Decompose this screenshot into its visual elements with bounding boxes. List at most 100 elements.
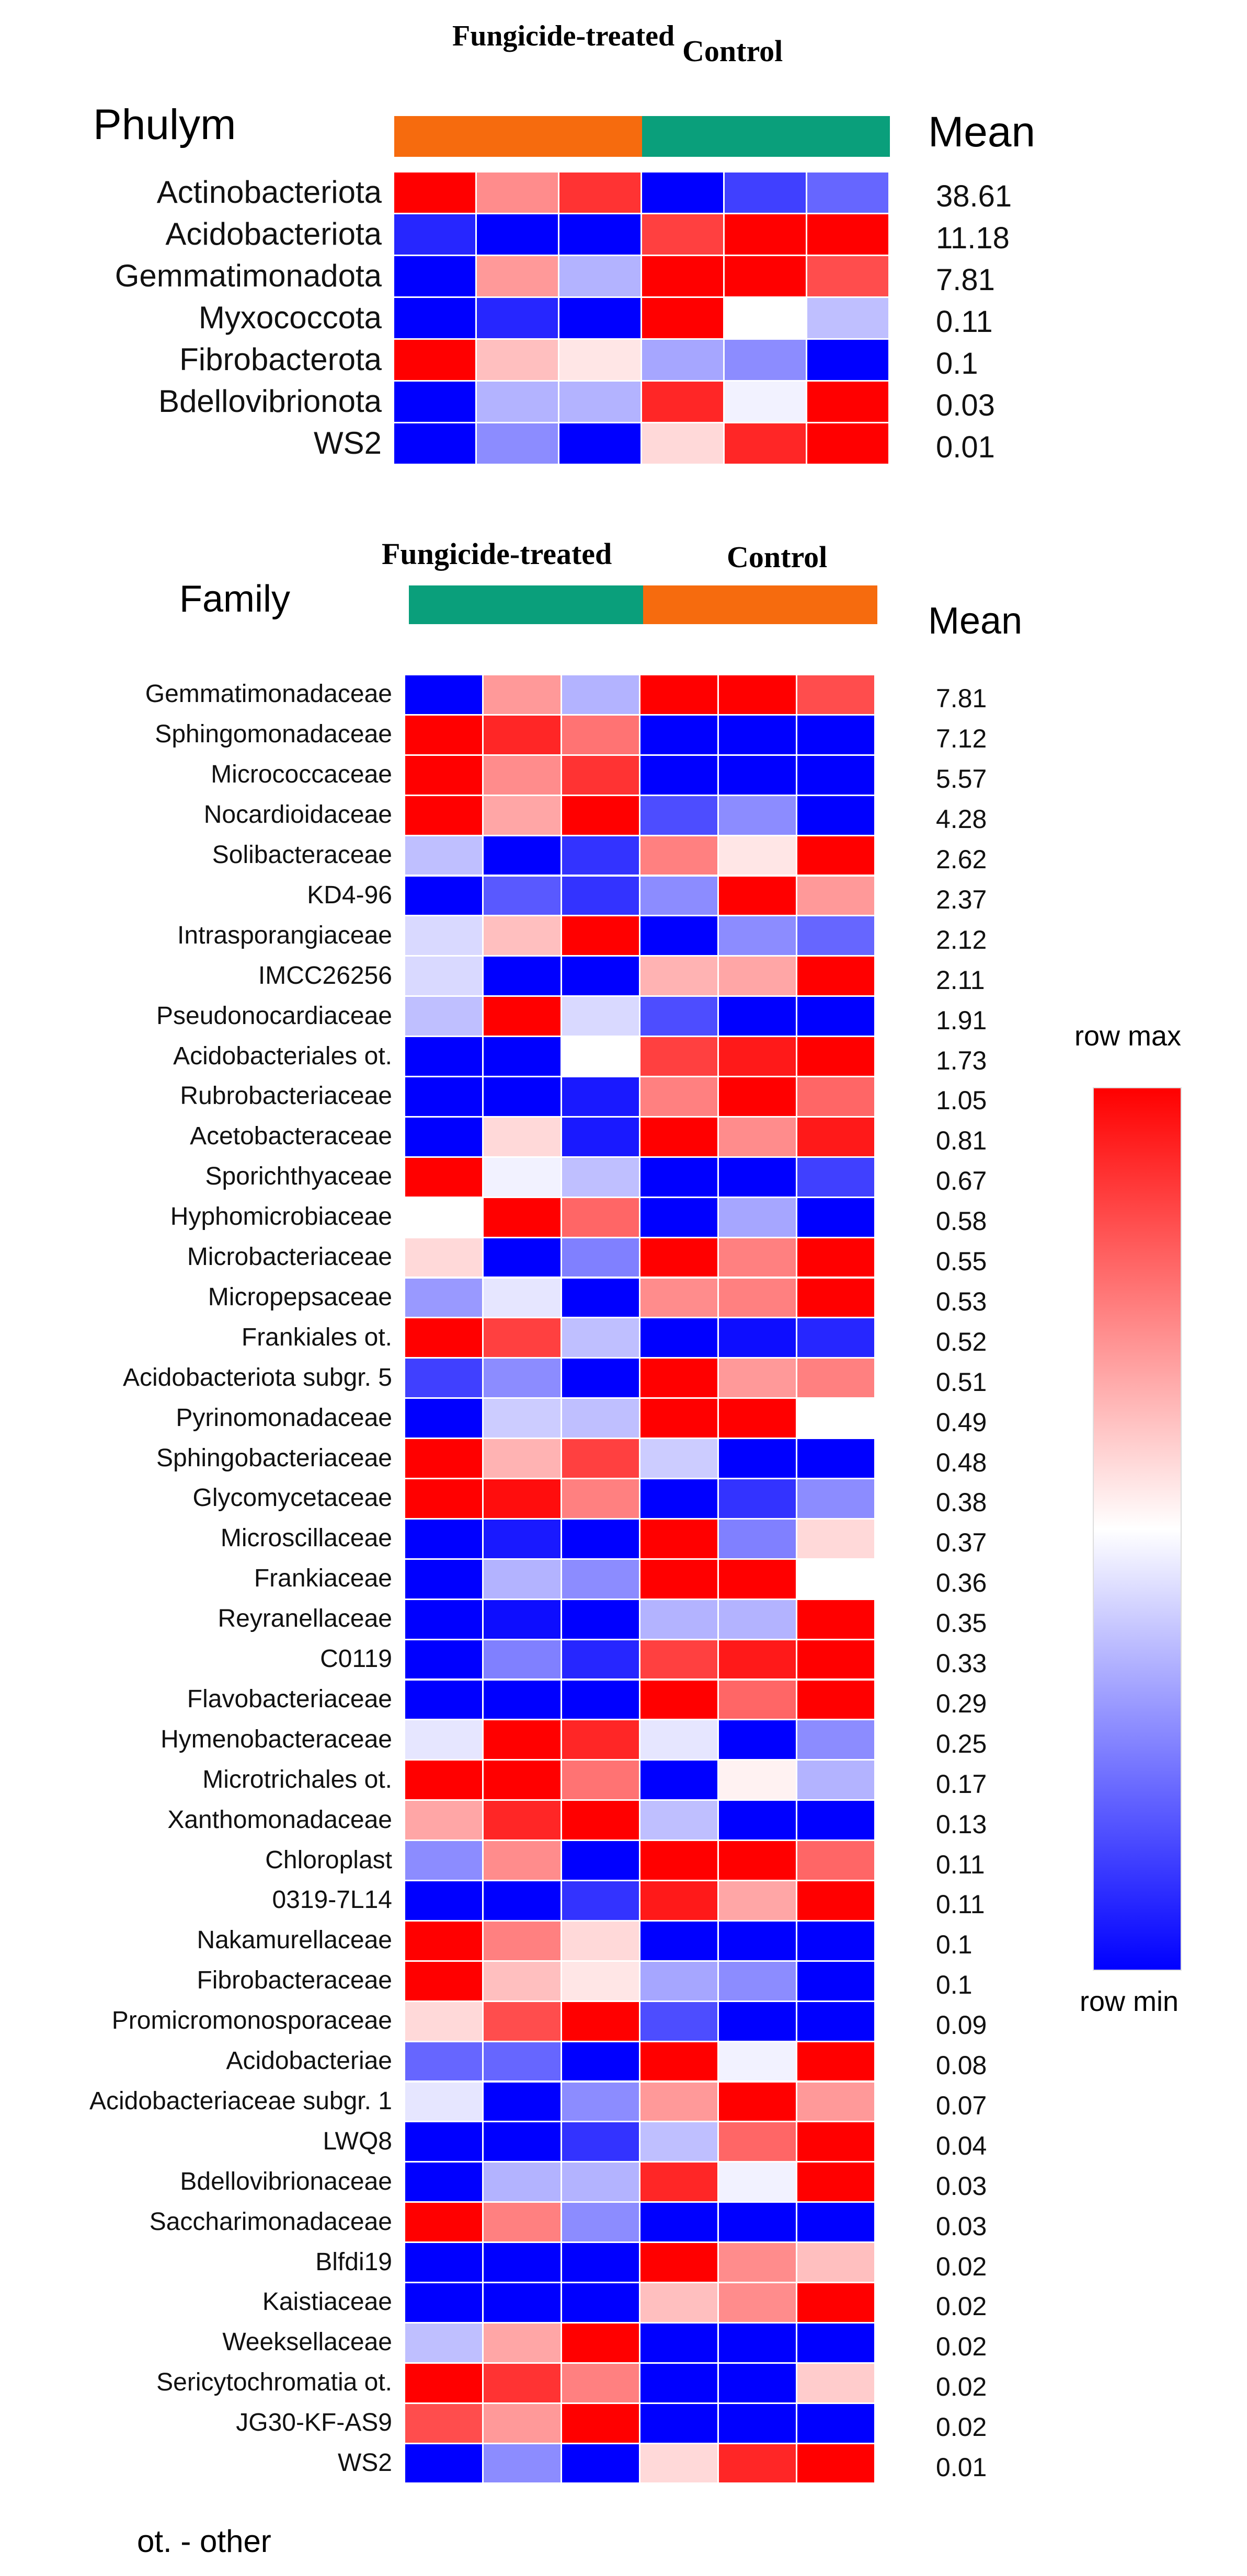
heatmap-cell-saccharimonadaceae-4 <box>640 2203 719 2244</box>
heatmap-cell-hyphomicrobiaceae-4 <box>640 1198 719 1238</box>
family-fungicide-bar <box>409 585 643 624</box>
heatmap-cell-weeksellaceae-3 <box>562 2323 640 2364</box>
heatmap-cell-saccharimonadaceae-3 <box>562 2203 640 2244</box>
heatmap-cell-weeksellaceae-4 <box>640 2323 719 2364</box>
phylum-control-bar <box>642 116 890 157</box>
heatmap-cell-pseudonocardiaceae-6 <box>797 997 876 1038</box>
mean-value-flavobacteriaceae: 0.29 <box>936 1688 987 1718</box>
heatmap-cell-chloroplast-2 <box>484 1841 562 1881</box>
mean-value-acidobacteriae: 0.08 <box>936 2051 987 2080</box>
heatmap-cell-gemmatimonadaceae-2 <box>484 675 562 716</box>
heatmap-cell-lwq8-6 <box>797 2122 876 2163</box>
heatmap-cell-promicromonosporaceae-1 <box>405 2002 484 2042</box>
heatmap-cell-reyranellaceae-1 <box>405 1600 484 1640</box>
heatmap-cell-bdellovibrionaceae-6 <box>797 2163 876 2203</box>
heatmap-cell-microtrichales-ot-5 <box>719 1761 797 1801</box>
mean-value-frankiaceae: 0.36 <box>936 1568 987 1598</box>
heatmap-cell-kaistiaceae-3 <box>562 2283 640 2324</box>
heatmap-cell-sphingomonadaceae-1 <box>405 715 484 756</box>
heatmap-cell-ws2-6 <box>797 2444 876 2485</box>
row-label-c0119: C0119 <box>320 1645 392 1673</box>
heatmap-cell-glycomycetaceae-5 <box>719 1479 797 1520</box>
heatmap-cell-intrasporangiaceae-6 <box>797 916 876 957</box>
mean-value-actinobacteriota: 38.61 <box>936 179 1012 213</box>
heatmap-cell-sericytochromatia-ot-5 <box>719 2363 797 2404</box>
heatmap-cell-ws2-4 <box>642 423 725 465</box>
heatmap-cell-c0119-4 <box>640 1640 719 1681</box>
heatmap-cell-kd4-96-3 <box>562 876 640 917</box>
heatmap-cell-kaistiaceae-2 <box>484 2283 562 2324</box>
heatmap-cell-blfdi19-1 <box>405 2243 484 2283</box>
mean-value-pseudonocardiaceae: 1.91 <box>936 1005 987 1035</box>
heatmap-cell-acidobacteriales-ot-3 <box>562 1037 640 1077</box>
heatmap-cell-kaistiaceae-1 <box>405 2283 484 2324</box>
heatmap-cell-solibacteraceae-6 <box>797 836 876 877</box>
mean-value-gemmatimonadota: 7.81 <box>936 263 995 297</box>
heatmap-cell-acetobacteraceae-5 <box>719 1117 797 1158</box>
family-control-bar <box>643 585 877 624</box>
heatmap-cell-frankiaceae-3 <box>562 1559 640 1600</box>
row-label-promicromonosporaceae: Promicromonosporaceae <box>111 2007 392 2035</box>
row-label-solibacteraceae: Solibacteraceae <box>212 841 392 869</box>
heatmap-cell-jg30-kf-as9-2 <box>484 2404 562 2444</box>
heatmap-cell-intrasporangiaceae-1 <box>405 916 484 957</box>
mean-value-promicromonosporaceae: 0.09 <box>936 2010 987 2040</box>
heatmap-cell-glycomycetaceae-6 <box>797 1479 876 1520</box>
row-label-frankiaceae: Frankiaceae <box>254 1565 392 1593</box>
heatmap-cell-microscillaceae-3 <box>562 1519 640 1560</box>
heatmap-cell-fibrobacterota-4 <box>642 340 725 382</box>
heatmap-cell-ws2-3 <box>562 2444 640 2485</box>
heatmap-cell-chloroplast-3 <box>562 1841 640 1881</box>
heatmap-cell-actinobacteriota-3 <box>559 172 642 214</box>
heatmap-cell-acetobacteraceae-4 <box>640 1117 719 1158</box>
heatmap-cell-gemmatimonadota-3 <box>559 256 642 298</box>
heatmap-cell-microbacteriaceae-2 <box>484 1238 562 1279</box>
heatmap-cell-microtrichales-ot-2 <box>484 1761 562 1801</box>
heatmap-cell-gemmatimonadaceae-1 <box>405 675 484 716</box>
heatmap-cell-blfdi19-6 <box>797 2243 876 2283</box>
mean-value-sericytochromatia-ot: 0.02 <box>936 2372 987 2402</box>
heatmap-cell-frankiaceae-6 <box>797 1559 876 1600</box>
heatmap-cell-0319-7l14-6 <box>797 1881 876 1922</box>
heatmap-cell-bdellovibrionaceae-5 <box>719 2163 797 2203</box>
heatmap-cell-fibrobacteraceae-1 <box>405 1961 484 2002</box>
heatmap-cell-gemmatimonadota-4 <box>642 256 725 298</box>
row-label-chloroplast: Chloroplast <box>265 1846 392 1874</box>
legend-min-label: row min <box>1080 1986 1179 2017</box>
heatmap-cell-sporichthyaceae-5 <box>719 1157 797 1198</box>
heatmap-cell-sporichthyaceae-4 <box>640 1157 719 1198</box>
heatmap-cell-rubrobacteriaceae-4 <box>640 1077 719 1118</box>
heatmap-cell-myxococcota-4 <box>642 298 725 340</box>
heatmap-cell-microtrichales-ot-1 <box>405 1761 484 1801</box>
heatmap-cell-fibrobacteraceae-5 <box>719 1961 797 2002</box>
heatmap-cell-xanthomonadaceae-4 <box>640 1801 719 1842</box>
heatmap-cell-lwq8-3 <box>562 2122 640 2163</box>
heatmap-cell-frankiaceae-5 <box>719 1559 797 1600</box>
row-label-gemmatimonadota: Gemmatimonadota <box>115 258 382 293</box>
heatmap-cell-acidobacteriota-3 <box>559 214 642 256</box>
heatmap-cell-sporichthyaceae-2 <box>484 1157 562 1198</box>
heatmap-cell-acidobacteriaceae-subgr-1-1 <box>405 2082 484 2123</box>
heatmap-cell-blfdi19-3 <box>562 2243 640 2283</box>
mean-value-chloroplast: 0.11 <box>936 1849 985 1879</box>
row-label-acidobacteriota-subgr-5: Acidobacteriota subgr. 5 <box>123 1363 392 1392</box>
heatmap-cell-acidobacteriales-ot-4 <box>640 1037 719 1077</box>
heatmap-cell-weeksellaceae-5 <box>719 2323 797 2364</box>
row-label-acidobacteriae: Acidobacteriae <box>226 2047 392 2075</box>
heatmap-cell-pseudonocardiaceae-5 <box>719 997 797 1038</box>
heatmap-cell-acidobacteriota-2 <box>477 214 559 256</box>
row-label-bdellovibrionaceae: Bdellovibrionaceae <box>180 2167 392 2195</box>
phylum-group-label-fungicide: Fungicide-treated <box>452 20 675 52</box>
mean-value-ws2: 0.01 <box>936 2453 987 2482</box>
heatmap-cell-microscillaceae-4 <box>640 1519 719 1560</box>
heatmap-cell-microbacteriaceae-1 <box>405 1238 484 1279</box>
heatmap-cell-nakamurellaceae-6 <box>797 1921 876 1962</box>
heatmap-cell-microscillaceae-6 <box>797 1519 876 1560</box>
heatmap-cell-chloroplast-5 <box>719 1841 797 1881</box>
heatmap-cell-sericytochromatia-ot-2 <box>484 2363 562 2404</box>
mean-value-nocardioidaceae: 4.28 <box>936 804 987 834</box>
heatmap-cell-sphingomonadaceae-6 <box>797 715 876 756</box>
phylum-mean-values: 38.61 11.18 7.81 0.11 0.1 0.03 0.01 <box>936 172 1093 465</box>
heatmap-cell-micropepsaceae-3 <box>562 1278 640 1319</box>
heatmap-cell-pseudonocardiaceae-4 <box>640 997 719 1038</box>
